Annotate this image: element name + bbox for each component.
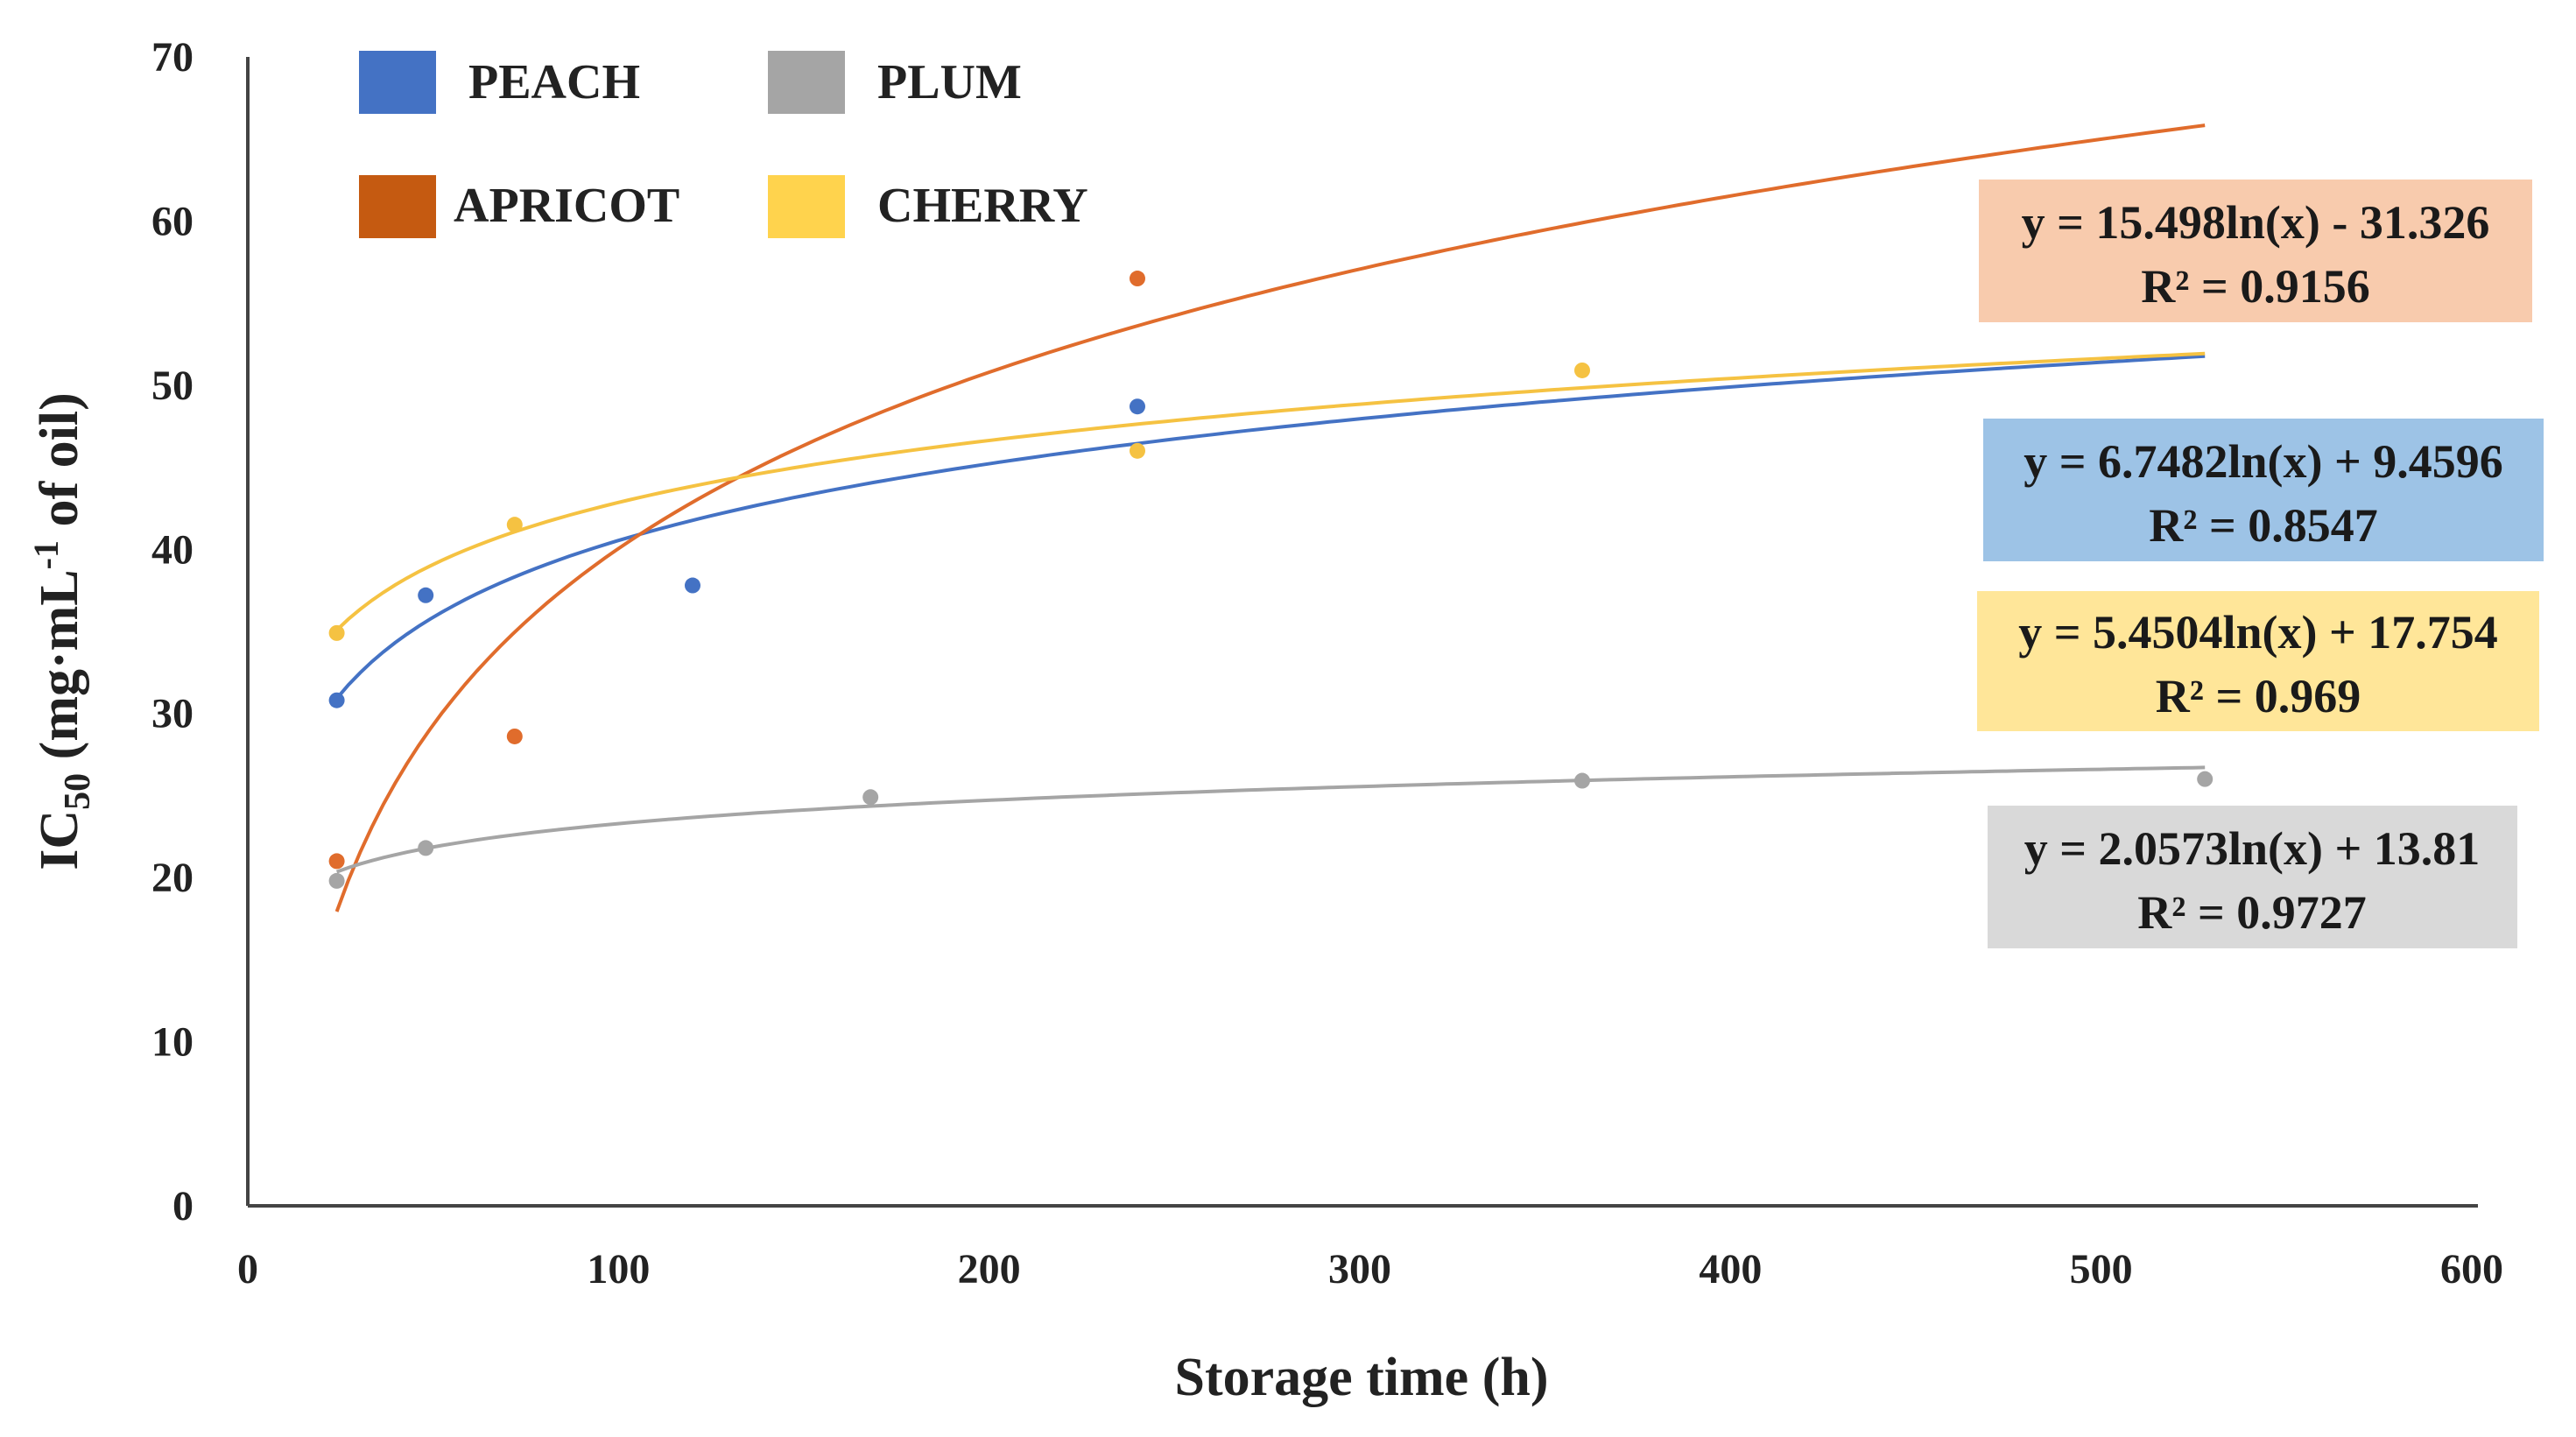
svg-text:y = 6.7482ln(x) + 9.4596: y = 6.7482ln(x) + 9.4596 [2023,435,2503,488]
svg-text:R² = 0.9727: R² = 0.9727 [2137,886,2366,939]
svg-text:APRICOT: APRICOT [454,179,679,233]
y-tick-label: 20 [151,855,194,901]
legend-item-apricot: APRICOT [359,175,679,238]
equation-box-cherry [1977,591,2539,731]
point-plum [862,789,879,806]
point-plum [328,872,345,889]
point-apricot [328,853,345,870]
equation-label-apricot: y = 15.498ln(x) - 31.326 R² = 0.9156 [1979,180,2532,322]
svg-text:R² = 0.8547: R² = 0.8547 [2149,499,2377,552]
legend-item-cherry: CHERRY [768,175,1088,238]
equation-label-peach: y = 6.7482ln(x) + 9.4596 R² = 0.8547 [1983,419,2544,561]
point-peach [328,692,345,708]
x-tick-label: 300 [1328,1246,1391,1293]
trendline-plum [335,765,2206,874]
svg-text:y = 5.4504ln(x) + 17.754: y = 5.4504ln(x) + 17.754 [2018,606,2498,659]
equation-label-cherry: y = 5.4504ln(x) + 17.754 R² = 0.969 [1977,591,2539,731]
x-tick-label: 200 [958,1246,1021,1293]
x-tick-label: 600 [2440,1246,2503,1293]
point-plum [1574,772,1590,789]
y-tick-label: 10 [151,1019,194,1066]
legend-swatch-cherry [768,175,845,238]
point-cherry [506,517,523,533]
point-apricot [506,728,523,744]
svg-text:CHERRY: CHERRY [877,179,1088,233]
svg-text:R² = 0.969: R² = 0.969 [2156,670,2361,722]
x-tick-labels: 0 100 200 300 400 500 600 [237,1246,2503,1293]
equation-label-plum: y = 2.0573ln(x) + 13.81 R² = 0.9727 [1988,806,2517,948]
x-tick-label: 500 [2070,1246,2133,1293]
legend-item-peach: PEACH [359,51,640,114]
y-tick-label: 40 [151,526,194,573]
legend: PEACH PLUM APRICOT CHERRY [359,51,1088,238]
point-cherry [1574,362,1590,378]
trendline-peach [335,354,2206,700]
legend-item-plum: PLUM [768,51,1022,114]
legend-swatch-apricot [359,175,436,238]
data-points [328,271,2214,889]
svg-text:R² = 0.9156: R² = 0.9156 [2141,260,2369,313]
legend-swatch-peach [359,51,436,114]
x-axis-title: Storage time (h) [1175,1348,1549,1407]
svg-text:y = 2.0573ln(x) + 13.81: y = 2.0573ln(x) + 13.81 [2024,822,2481,875]
y-tick-label: 30 [151,691,194,737]
point-peach [685,577,700,594]
y-tick-label: 60 [151,198,194,244]
point-peach [1130,398,1145,415]
y-tick-label: 50 [151,363,194,409]
equation-box-peach [1983,419,2544,561]
trendline-apricot [334,123,2206,912]
svg-text:y = 15.498ln(x) - 31.326: y = 15.498ln(x) - 31.326 [2022,196,2490,249]
trendline-cherry [335,351,2206,632]
x-tick-label: 100 [587,1246,650,1293]
point-cherry [1130,442,1145,459]
y-tick-labels: 0 10 20 30 40 50 60 70 [151,34,194,1229]
svg-text:PLUM: PLUM [877,55,1022,109]
y-axis-title: IC50 (mg·mL-1 of oil) [26,392,98,870]
point-plum [418,840,434,856]
svg-text:PEACH: PEACH [468,55,640,109]
x-tick-label: 400 [1699,1246,1762,1293]
point-peach [418,587,434,603]
equation-box-plum [1988,806,2517,948]
point-apricot [1130,271,1145,287]
point-plum [2197,771,2214,787]
y-tick-label: 70 [151,34,194,81]
x-tick-label: 0 [237,1246,258,1293]
legend-swatch-plum [768,51,845,114]
equation-box-apricot [1979,180,2532,322]
point-cherry [328,624,345,641]
trendlines [334,123,2206,912]
y-tick-label: 0 [172,1183,194,1229]
